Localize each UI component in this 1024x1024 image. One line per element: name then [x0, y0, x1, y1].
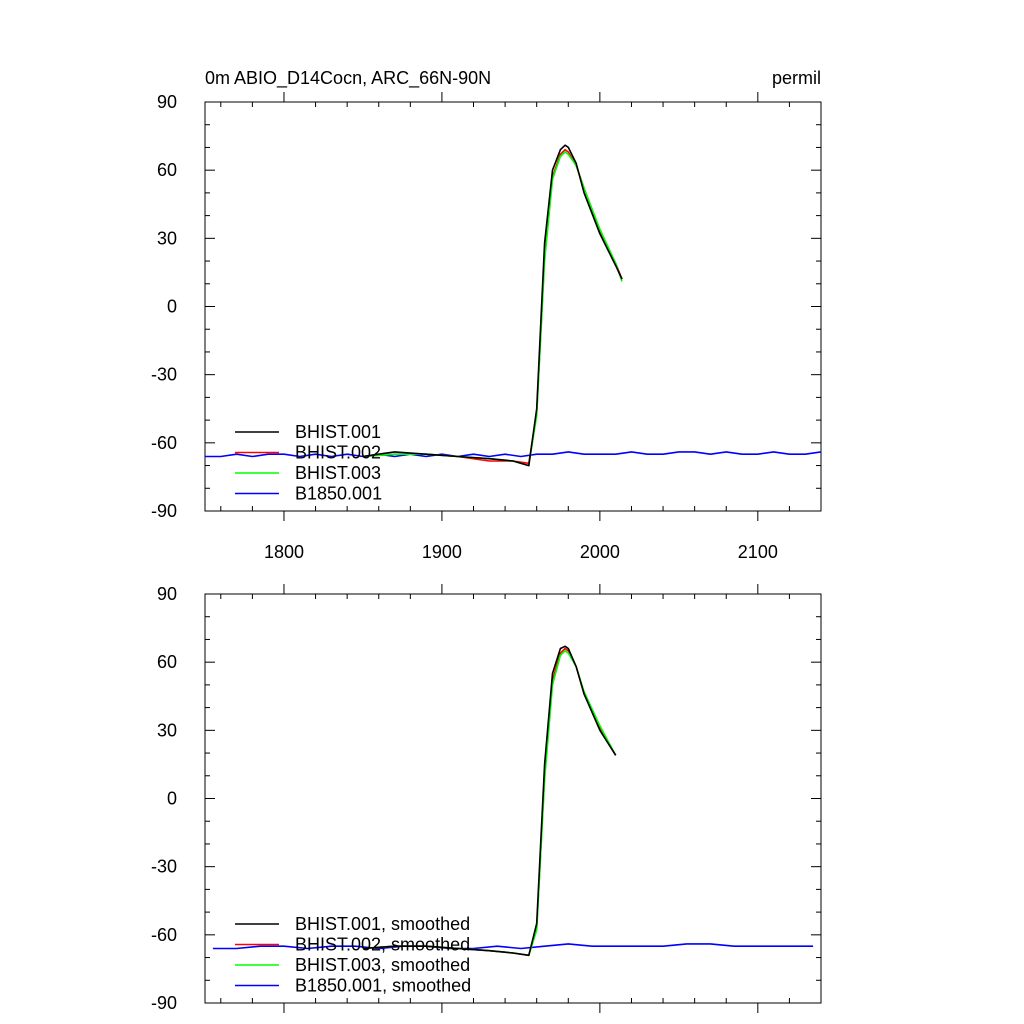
- y-tick-label: 30: [157, 720, 177, 740]
- y-tick-label: -90: [151, 993, 177, 1013]
- series-line: [362, 649, 617, 957]
- y-tick-label: -30: [151, 857, 177, 877]
- series-line: [362, 148, 623, 465]
- y-tick-label: 0: [167, 789, 177, 809]
- chart-units: permil: [772, 68, 821, 88]
- y-tick-label: -30: [151, 365, 177, 385]
- x-tick-label: 2100: [738, 542, 778, 562]
- series-line: [362, 645, 617, 957]
- legend-label: BHIST.002: [295, 443, 381, 463]
- y-tick-label: 30: [157, 228, 177, 248]
- legend-label: BHIST.001, smoothed: [295, 914, 470, 934]
- y-tick-label: 0: [167, 297, 177, 317]
- series-line: [362, 151, 623, 467]
- series-line: [362, 144, 623, 467]
- chart-title: 0m ABIO_D14Cocn, ARC_66N-90N: [205, 68, 491, 89]
- x-tick-label: 2000: [580, 542, 620, 562]
- legend-label: BHIST.002, smoothed: [295, 935, 470, 955]
- y-tick-label: 60: [157, 652, 177, 672]
- y-tick-label: -90: [151, 501, 177, 521]
- y-tick-label: 90: [157, 92, 177, 112]
- y-tick-label: 60: [157, 160, 177, 180]
- series-group: [212, 645, 814, 957]
- y-tick-label: 90: [157, 584, 177, 604]
- y-tick-label: -60: [151, 925, 177, 945]
- top-plot-panel: 1800 1900 2000 2100 90 60 30 0 -30 -60 -90 BHIST.00…: [151, 92, 822, 562]
- legend-label: BHIST.003: [295, 463, 381, 483]
- legend-label: BHIST.003, smoothed: [295, 955, 470, 975]
- series-line: [362, 647, 617, 957]
- x-tick-label: 1900: [422, 542, 462, 562]
- series-line: [212, 943, 814, 950]
- y-tick-label: -60: [151, 433, 177, 453]
- legend-label: B1850.001, smoothed: [295, 976, 471, 996]
- series-line: [205, 451, 821, 458]
- legend-label: B1850.001: [295, 484, 382, 504]
- legend-label: BHIST.001: [295, 422, 381, 442]
- series-group: [205, 144, 821, 467]
- x-tick-label: 1800: [264, 542, 304, 562]
